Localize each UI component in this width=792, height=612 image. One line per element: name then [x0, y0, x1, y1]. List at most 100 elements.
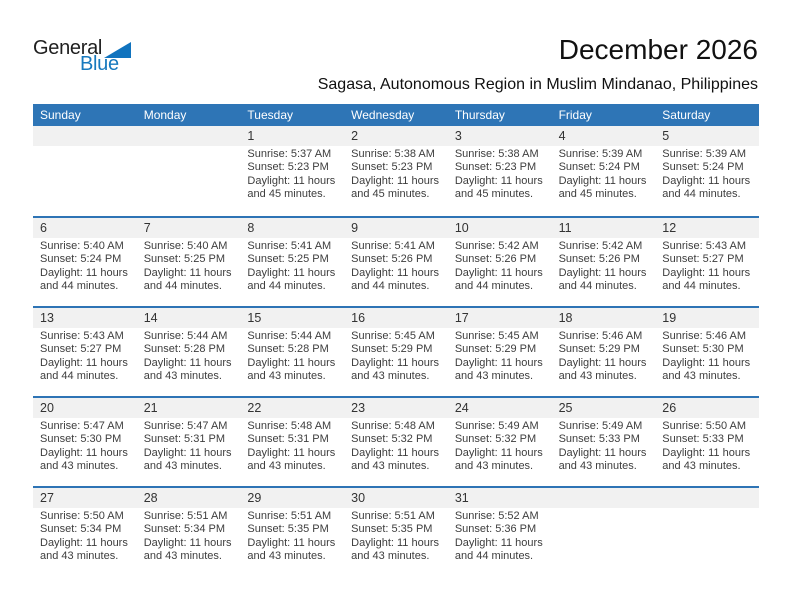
sunset-text: Sunset: 5:24 PM — [40, 253, 122, 266]
sunrise-text: Sunrise: 5:40 AM — [143, 240, 228, 252]
day-number: 3 — [447, 126, 552, 146]
day-number: 22 — [240, 398, 345, 418]
calendar-day-cell-31: 31 Sunrise: 5:52 AM Sunset: 5:36 PM Dayligh… — [447, 488, 552, 576]
day-info: Sunrise: 5:49 AM Sunset: 5:32 PM Daylight:… — [448, 418, 552, 474]
daylight-text: Daylight: 11 hours and 43 minutes. — [247, 446, 336, 473]
calendar-day-cell-30: 30 Sunrise: 5:51 AM Sunset: 5:35 PM Dayligh… — [344, 488, 448, 576]
day-number: 29 — [240, 488, 345, 508]
day-number — [655, 488, 759, 508]
calendar-empty-cell — [551, 488, 656, 576]
day-number: 5 — [655, 126, 759, 146]
sunset-text: Sunset: 5:26 PM — [351, 253, 433, 266]
calendar-empty-cell — [136, 126, 241, 216]
day-number: 11 — [551, 218, 656, 238]
sunset-text: Sunset: 5:34 PM — [40, 523, 122, 536]
sunset-text: Sunset: 5:36 PM — [454, 523, 537, 536]
day-info: Sunrise: 5:41 AM Sunset: 5:25 PM Daylight:… — [240, 238, 344, 294]
day-info: Sunrise: 5:45 AM Sunset: 5:29 PM Daylight:… — [344, 328, 448, 384]
daylight-text: Daylight: 11 hours and 45 minutes. — [247, 174, 336, 201]
weekday-header-monday: Monday — [143, 108, 187, 122]
sunset-text: Sunset: 5:26 PM — [454, 253, 537, 266]
day-number: 31 — [447, 488, 552, 508]
calendar-week-row: 1 Sunrise: 5:37 AM Sunset: 5:23 PM Daylight… — [33, 126, 759, 216]
day-info: Sunrise: 5:45 AM Sunset: 5:29 PM Daylight:… — [448, 328, 552, 384]
day-info: Sunrise: 5:41 AM Sunset: 5:26 PM Daylight:… — [344, 238, 448, 294]
sunset-text: Sunset: 5:30 PM — [40, 433, 122, 446]
calendar-day-cell-18: 18 Sunrise: 5:46 AM Sunset: 5:29 PM Dayligh… — [551, 308, 656, 396]
day-info: Sunrise: 5:39 AM Sunset: 5:24 PM Daylight:… — [552, 146, 656, 202]
day-number: 9 — [344, 218, 448, 238]
sunset-text: Sunset: 5:33 PM — [662, 433, 744, 446]
day-info: Sunrise: 5:47 AM Sunset: 5:31 PM Daylight:… — [137, 418, 241, 474]
sunrise-text: Sunrise: 5:43 AM — [40, 330, 124, 342]
calendar: Sunday Monday Tuesday Wednesday Thursday Frid… — [33, 104, 759, 576]
calendar-day-cell-28: 28 Sunrise: 5:51 AM Sunset: 5:34 PM Dayligh… — [136, 488, 241, 576]
sunrise-text: Sunrise: 5:52 AM — [454, 510, 539, 522]
page-header: General Blue December 2026 Sagasa, Auton… — [0, 0, 792, 104]
day-number: 18 — [551, 308, 656, 328]
sunrise-text: Sunrise: 5:43 AM — [662, 240, 747, 252]
sunrise-text: Sunrise: 5:50 AM — [662, 420, 747, 432]
daylight-text: Daylight: 11 hours and 43 minutes. — [247, 356, 336, 383]
sunrise-text: Sunrise: 5:49 AM — [454, 420, 539, 432]
sunset-text: Sunset: 5:23 PM — [454, 161, 537, 174]
sunrise-text: Sunrise: 5:47 AM — [40, 420, 124, 432]
calendar-day-cell-3: 3 Sunrise: 5:38 AM Sunset: 5:23 PM Daylight… — [447, 126, 552, 216]
calendar-day-cell-21: 21 Sunrise: 5:47 AM Sunset: 5:31 PM Dayligh… — [136, 398, 241, 486]
daylight-text: Daylight: 11 hours and 43 minutes. — [351, 446, 439, 473]
sunrise-text: Sunrise: 5:47 AM — [143, 420, 228, 432]
general-blue-logo: General Blue — [33, 38, 163, 74]
sunset-text: Sunset: 5:35 PM — [247, 523, 329, 536]
sunset-text: Sunset: 5:35 PM — [351, 523, 433, 536]
calendar-day-cell-22: 22 Sunrise: 5:48 AM Sunset: 5:31 PM Dayligh… — [240, 398, 345, 486]
calendar-empty-cell — [655, 488, 759, 576]
sunset-text: Sunset: 5:25 PM — [143, 253, 226, 266]
sunrise-text: Sunrise: 5:51 AM — [247, 510, 332, 522]
day-number: 30 — [344, 488, 448, 508]
logo-triangle-icon — [104, 42, 132, 58]
sunrise-text: Sunrise: 5:45 AM — [351, 330, 435, 342]
calendar-day-cell-16: 16 Sunrise: 5:45 AM Sunset: 5:29 PM Dayligh… — [344, 308, 448, 396]
calendar-day-cell-6: 6 Sunrise: 5:40 AM Sunset: 5:24 PM Daylight… — [33, 218, 137, 306]
sunrise-text: Sunrise: 5:41 AM — [247, 240, 332, 252]
daylight-text: Daylight: 11 hours and 44 minutes. — [454, 536, 543, 563]
location-subtitle: Sagasa, Autonomous Region in Muslim Mind… — [317, 76, 758, 93]
sunrise-text: Sunrise: 5:42 AM — [558, 240, 643, 252]
day-number: 17 — [447, 308, 552, 328]
daylight-text: Daylight: 11 hours and 43 minutes. — [40, 536, 128, 563]
calendar-week-row: 13 Sunrise: 5:43 AM Sunset: 5:27 PM Dayligh… — [33, 306, 759, 396]
calendar-day-cell-15: 15 Sunrise: 5:44 AM Sunset: 5:28 PM Dayligh… — [240, 308, 345, 396]
day-number: 10 — [447, 218, 552, 238]
day-number: 25 — [551, 398, 656, 418]
day-info: Sunrise: 5:51 AM Sunset: 5:35 PM Daylight:… — [240, 508, 344, 564]
sunrise-text: Sunrise: 5:41 AM — [351, 240, 435, 252]
sunset-text: Sunset: 5:26 PM — [558, 253, 640, 266]
calendar-day-cell-5: 5 Sunrise: 5:39 AM Sunset: 5:24 PM Daylight… — [655, 126, 759, 216]
daylight-text: Daylight: 11 hours and 44 minutes. — [454, 266, 543, 293]
weekday-header-row: Sunday Monday Tuesday Wednesday Thursday Frid… — [33, 104, 759, 126]
calendar-day-cell-11: 11 Sunrise: 5:42 AM Sunset: 5:26 PM Dayligh… — [551, 218, 656, 306]
sunrise-text: Sunrise: 5:44 AM — [143, 330, 228, 342]
daylight-text: Daylight: 11 hours and 43 minutes. — [351, 356, 439, 383]
calendar-day-cell-2: 2 Sunrise: 5:38 AM Sunset: 5:23 PM Daylight… — [344, 126, 448, 216]
sunset-text: Sunset: 5:32 PM — [351, 433, 433, 446]
calendar-day-cell-12: 12 Sunrise: 5:43 AM Sunset: 5:27 PM Dayligh… — [655, 218, 759, 306]
daylight-text: Daylight: 11 hours and 43 minutes. — [662, 446, 751, 473]
sunrise-text: Sunrise: 5:48 AM — [247, 420, 332, 432]
daylight-text: Daylight: 11 hours and 43 minutes. — [662, 356, 751, 383]
calendar-day-cell-9: 9 Sunrise: 5:41 AM Sunset: 5:26 PM Daylight… — [344, 218, 448, 306]
sunset-text: Sunset: 5:24 PM — [558, 161, 640, 174]
sunset-text: Sunset: 5:28 PM — [143, 343, 226, 356]
daylight-text: Daylight: 11 hours and 44 minutes. — [662, 266, 751, 293]
calendar-day-cell-25: 25 Sunrise: 5:49 AM Sunset: 5:33 PM Dayligh… — [551, 398, 656, 486]
sunset-text: Sunset: 5:29 PM — [454, 343, 537, 356]
day-info: Sunrise: 5:37 AM Sunset: 5:23 PM Daylight:… — [240, 146, 344, 202]
day-number: 13 — [33, 308, 137, 328]
calendar-week-row: 6 Sunrise: 5:40 AM Sunset: 5:24 PM Daylight… — [33, 216, 759, 306]
day-info: Sunrise: 5:38 AM Sunset: 5:23 PM Daylight:… — [344, 146, 448, 202]
sunrise-text: Sunrise: 5:51 AM — [351, 510, 435, 522]
calendar-day-cell-7: 7 Sunrise: 5:40 AM Sunset: 5:25 PM Daylight… — [136, 218, 241, 306]
day-number — [33, 126, 137, 146]
sunrise-text: Sunrise: 5:39 AM — [662, 148, 747, 160]
day-info: Sunrise: 5:49 AM Sunset: 5:33 PM Daylight:… — [552, 418, 656, 474]
